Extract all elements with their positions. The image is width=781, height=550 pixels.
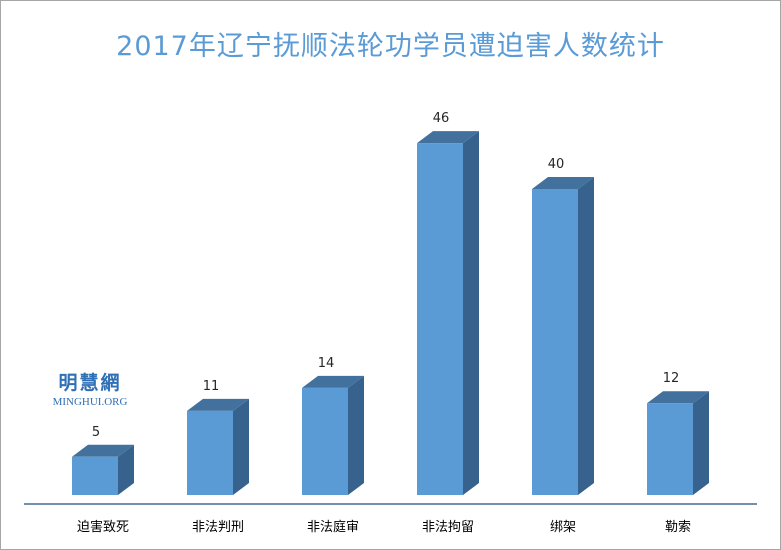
bar-5 [647,391,709,495]
bar-front-face [532,189,578,495]
category-label: 勒索 [665,520,691,535]
bar-1 [187,398,249,495]
bar-value-label: 11 [203,379,220,394]
bar-value-label: 5 [92,425,100,440]
bars-layer [72,131,709,495]
bar-value-label: 40 [548,157,565,172]
bar-side-face [118,444,134,495]
minghui-watermark-logo: 明慧網 MINGHUI.ORG [40,368,140,408]
bar-value-label: 12 [663,371,680,386]
bar-side-face [578,177,594,495]
bar-value-label: 46 [433,111,450,126]
bar-value-label: 14 [318,356,335,371]
bar-side-face [348,375,364,495]
bar-front-face [302,387,348,495]
labels-layer: 5 迫害致死 11 非法判刑 14 非法庭审 46 非法拘留 40 绑架 12 勒索 [77,111,691,535]
bar-top-face [417,131,479,144]
bar-front-face [72,456,118,495]
bar-front-face [417,143,463,495]
bar-top-face [72,444,134,457]
watermark-english: MINGHUI.ORG [52,396,128,408]
bar-side-face [693,391,709,495]
bar-2 [302,375,364,495]
bar-top-face [187,398,249,411]
category-label: 非法拘留 [422,520,474,535]
bar-front-face [187,410,233,495]
bar-side-face [463,131,479,495]
bar-top-face [302,375,364,388]
bar-0 [72,444,134,495]
bar-side-face [233,398,249,495]
category-label: 绑架 [550,520,576,535]
bar-top-face [647,391,709,404]
bar-top-face [532,177,594,189]
bar-front-face [647,403,693,495]
category-label: 非法判刑 [192,520,244,535]
bar-4 [532,177,594,495]
chart-title: 2017年辽宁抚顺法轮功学员遭迫害人数统计 [116,31,665,62]
category-label: 迫害致死 [77,519,129,535]
watermark-chinese: 明慧網 [58,372,122,394]
category-label: 非法庭审 [307,519,359,535]
bar-3 [417,131,479,495]
